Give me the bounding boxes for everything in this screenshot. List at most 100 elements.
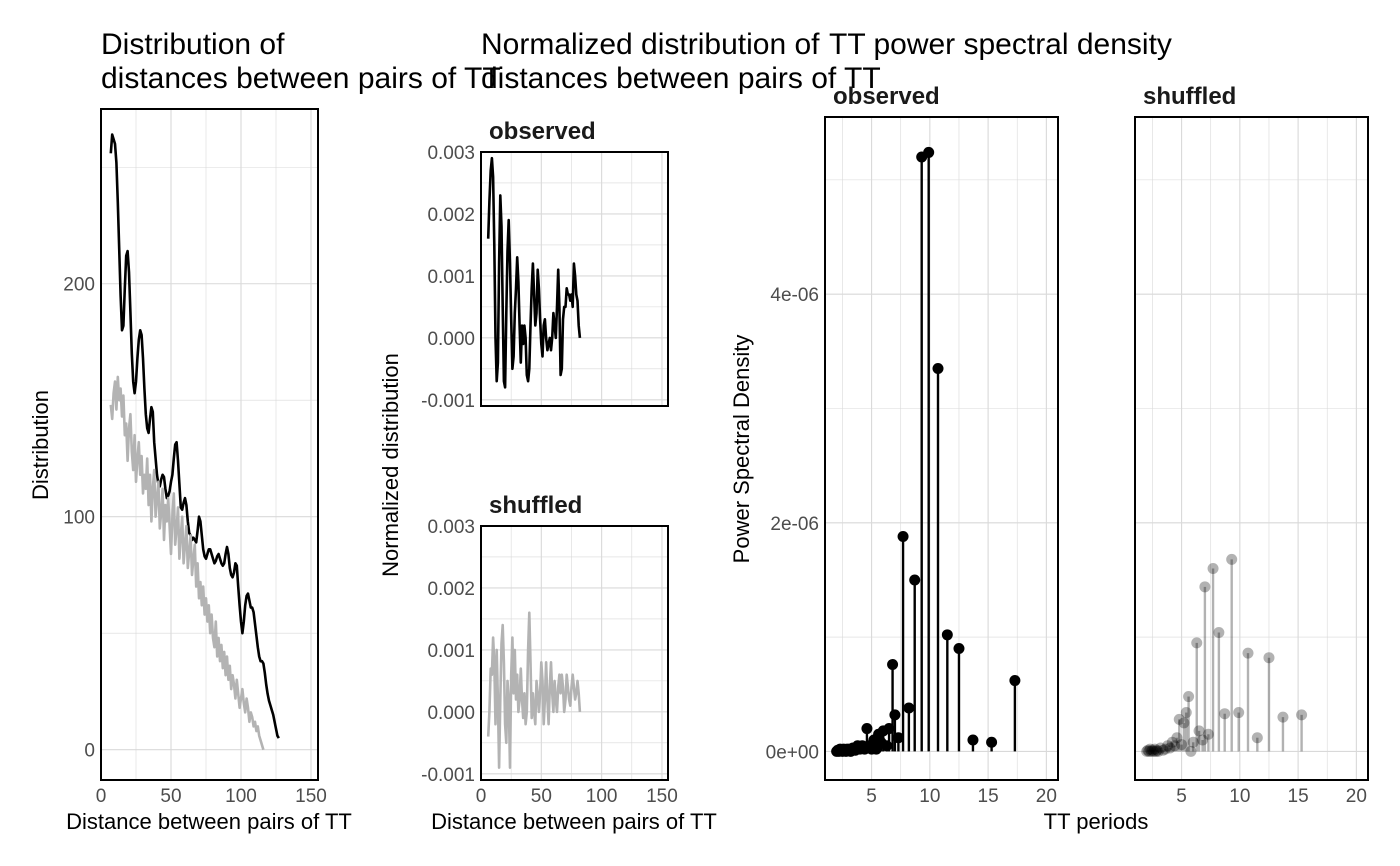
shuffled-point	[1155, 742, 1167, 754]
x-tick-label: 5	[1176, 786, 1187, 807]
panel-border	[1134, 116, 1369, 781]
y-tick-label: -0.001	[421, 391, 475, 412]
shuffled-point	[1183, 691, 1195, 703]
panel3-facet-shuffled-label: shuffled	[1143, 83, 1236, 110]
panel2-title-line2: distances between pairs of TT	[481, 62, 881, 95]
shuffled-point	[1151, 744, 1163, 756]
shuffled-point	[1166, 736, 1178, 748]
y-tick-label: 100	[63, 508, 95, 529]
panel2-facet-shuffled-label: shuffled	[489, 492, 582, 519]
x-tick-label: 0	[476, 786, 487, 807]
shuffled-point	[1242, 647, 1254, 659]
shuffled-point	[1207, 563, 1219, 575]
shuffled-point	[1185, 745, 1197, 757]
x-tick-label: 20	[1036, 786, 1057, 807]
shuffled-point	[1145, 745, 1157, 757]
shuffled-point	[1173, 713, 1185, 725]
y-tick-label: 0e+00	[766, 742, 819, 763]
y-tick-label: 0.001	[427, 641, 475, 662]
y-tick-label: 0.002	[427, 579, 475, 600]
shuffled-point	[1226, 553, 1238, 565]
shuffled-point	[1142, 744, 1154, 756]
shuffled-point	[1159, 743, 1171, 755]
y-tick-label: 0.002	[427, 205, 475, 226]
x-tick-label: 10	[1229, 786, 1250, 807]
x-tick-label: 50	[160, 786, 181, 807]
panel2-facet-observed-label: observed	[489, 118, 596, 145]
shuffled-point	[1197, 734, 1209, 746]
panel-border	[480, 525, 669, 781]
y-tick-label: 0.003	[427, 517, 475, 538]
shuffled-point	[1146, 744, 1158, 756]
observed-point	[967, 734, 979, 746]
x-tick-label: 20	[1346, 786, 1367, 807]
x-tick-label: 0	[96, 786, 107, 807]
panel2-shuffled-plot: 0 50 100 150 -0.001 0.000 0.001 0.002 0.003	[421, 517, 678, 807]
observed-point	[932, 362, 944, 374]
y-tick-label: 4e-06	[770, 285, 819, 306]
y-tick-label: 2e-06	[770, 514, 819, 535]
panel1-title-line1: Distribution of	[101, 28, 285, 61]
shuffled-series-line	[486, 611, 582, 769]
shuffled-point	[1263, 652, 1275, 664]
shuffled-point	[1296, 709, 1308, 721]
shuffled-point	[1178, 717, 1190, 729]
panel3-facet-observed-label: observed	[833, 83, 940, 110]
x-tick-label: 15	[978, 786, 999, 807]
y-tick-label: 200	[63, 275, 95, 296]
shuffled-point	[1164, 742, 1176, 754]
shuffled-series-line	[109, 375, 265, 751]
shuffled-point	[1152, 745, 1164, 757]
shuffled-point	[1219, 708, 1231, 720]
observed-series-line	[486, 156, 582, 389]
panel1-x-axis-label: Distance between pairs of TT	[66, 809, 352, 834]
observed-point	[861, 723, 873, 735]
shuffled-point	[1150, 745, 1162, 757]
observed-point	[887, 659, 899, 671]
y-tick-label: 0.001	[427, 267, 475, 288]
x-tick-label: 100	[586, 786, 618, 807]
shuffled-point	[1233, 707, 1245, 719]
x-tick-label: 15	[1288, 786, 1309, 807]
panel-border	[480, 151, 669, 407]
panel3-shuffled-plot: 5 10 15 20	[1134, 116, 1369, 807]
shuffled-point	[1169, 740, 1181, 752]
observed-series-line	[109, 133, 280, 739]
shuffled-point	[1251, 732, 1263, 744]
shuffled-point	[1180, 707, 1192, 719]
shuffled-point	[1213, 627, 1225, 639]
observed-point	[892, 732, 904, 744]
x-tick-label: 10	[919, 786, 940, 807]
panel1-plot: 0 50 100 150 0 100 200	[63, 108, 327, 807]
shuffled-point	[1144, 743, 1156, 755]
panel-border	[824, 116, 1059, 781]
x-tick-label: 100	[225, 786, 257, 807]
y-tick-label: -0.001	[421, 765, 475, 786]
y-tick-label: 0.000	[427, 703, 475, 724]
shuffled-point	[1162, 740, 1174, 752]
observed-point	[1009, 675, 1021, 687]
shuffled-point	[1148, 745, 1160, 757]
shuffled-point	[1171, 732, 1183, 744]
observed-point	[953, 643, 965, 655]
observed-point	[889, 709, 901, 721]
shuffled-point	[1157, 744, 1169, 756]
observed-point	[897, 531, 909, 543]
observed-point	[903, 702, 915, 714]
panel3-observed-plot: 5 10 15 20 0e+00 2e-06 4e-06	[766, 116, 1059, 807]
shuffled-point	[1193, 725, 1205, 737]
y-tick-label: 0.000	[427, 329, 475, 350]
x-tick-label: 5	[866, 786, 877, 807]
panel3-y-axis-label: Power Spectral Density	[729, 335, 754, 564]
observed-point	[941, 629, 953, 641]
shuffled-point	[1176, 739, 1188, 751]
observed-point	[986, 736, 998, 748]
panel2-observed-plot: -0.001 0.000 0.001 0.002 0.003	[421, 143, 669, 412]
shuffled-point	[1191, 637, 1203, 649]
shuffled-point	[1199, 581, 1211, 593]
observed-point	[909, 574, 921, 586]
shuffled-point	[1143, 745, 1155, 757]
panel2-title-line1: Normalized distribution of	[481, 28, 820, 61]
panel2-y-axis-label: Normalized distribution	[378, 353, 403, 577]
